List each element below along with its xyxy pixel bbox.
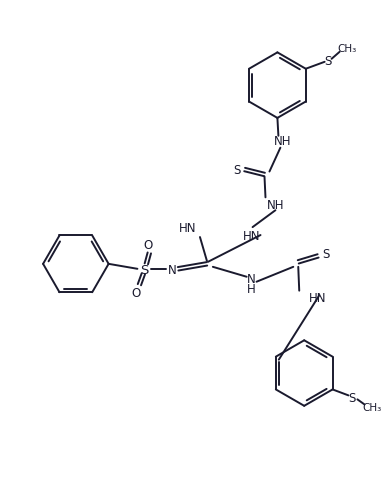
Text: CH₃: CH₃ xyxy=(338,44,357,54)
Text: S: S xyxy=(349,391,356,404)
Text: HN: HN xyxy=(309,291,327,304)
Text: S: S xyxy=(322,248,330,261)
Text: O: O xyxy=(144,239,153,252)
Text: NH: NH xyxy=(267,198,284,212)
Text: H: H xyxy=(247,283,256,296)
Text: NH: NH xyxy=(274,135,291,148)
Text: HN: HN xyxy=(242,229,260,242)
Text: S: S xyxy=(324,55,331,68)
Text: N: N xyxy=(247,272,256,286)
Text: HN: HN xyxy=(179,221,197,234)
Text: O: O xyxy=(132,287,141,300)
Text: S: S xyxy=(140,264,149,277)
Text: S: S xyxy=(233,164,241,177)
Text: CH₃: CH₃ xyxy=(363,403,382,412)
Text: N: N xyxy=(168,264,177,277)
